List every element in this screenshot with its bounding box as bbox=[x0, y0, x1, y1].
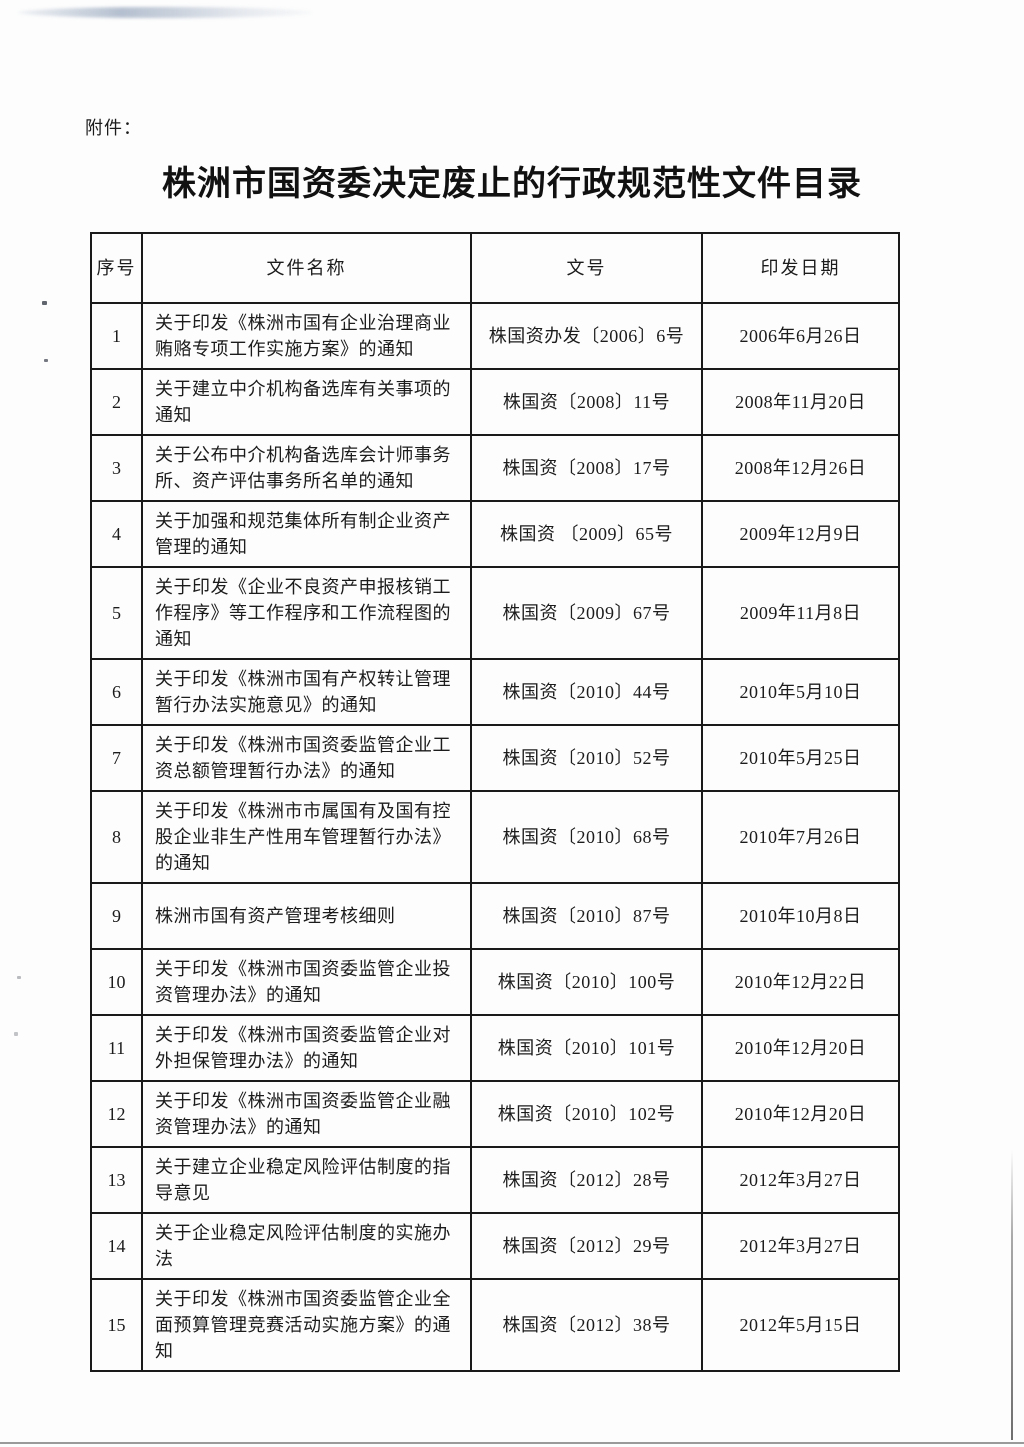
document-name-cell: 关于印发《株洲市市属国有及国有控股企业非生产性用车管理暂行办法》的通知 bbox=[141, 790, 472, 884]
issue-date-cell: 2010年7月26日 bbox=[701, 790, 900, 884]
row-number-cell: 13 bbox=[90, 1146, 143, 1214]
row-number-cell: 3 bbox=[90, 434, 143, 502]
column-header-doc-no: 文号 bbox=[470, 232, 703, 304]
table-row: 10 关于印发《株洲市国资委监管企业投资管理办法》的通知 株国资〔2010〕100号… bbox=[90, 948, 900, 1016]
document-number-cell: 株国资〔2010〕68号 bbox=[470, 790, 703, 884]
row-number-cell: 11 bbox=[90, 1014, 143, 1082]
table-header-row: 序号 文件名称 文号 印发日期 bbox=[90, 232, 900, 304]
table-row: 6 关于印发《株洲市国有产权转让管理暂行办法实施意见》的通知 株国资〔2010〕44… bbox=[90, 658, 900, 726]
scan-speck-artifact bbox=[44, 359, 48, 362]
document-number-cell: 株国资〔2010〕102号 bbox=[470, 1080, 703, 1148]
table-row: 3 关于公布中介机构备选库会计师事务所、资产评估事务所名单的通知 株国资〔2008〕… bbox=[90, 434, 900, 502]
issue-date-cell: 2008年11月20日 bbox=[701, 368, 900, 436]
row-number-cell: 10 bbox=[90, 948, 143, 1016]
document-name-cell: 关于印发《株洲市国有产权转让管理暂行办法实施意见》的通知 bbox=[141, 658, 472, 726]
document-number-cell: 株国资〔2008〕11号 bbox=[470, 368, 703, 436]
table-row: 5 关于印发《企业不良资产申报核销工作程序》等工作程序和工作流程图的通知 株国资〔2… bbox=[90, 566, 900, 660]
document-name-cell: 关于印发《株洲市国资委监管企业全面预算管理竞赛活动实施方案》的通知 bbox=[141, 1278, 472, 1372]
issue-date-cell: 2006年6月26日 bbox=[701, 302, 900, 370]
column-header-date: 印发日期 bbox=[701, 232, 900, 304]
page-title: 株洲市国资委决定废止的行政规范性文件目录 bbox=[162, 165, 862, 203]
table-row: 7 关于印发《株洲市国资委监管企业工资总额管理暂行办法》的通知 株国资〔2010〕5… bbox=[90, 724, 900, 792]
table-row: 9 株洲市国有资产管理考核细则 株国资〔2010〕87号 2010年10月8日 bbox=[90, 882, 900, 950]
document-number-cell: 株国资〔2012〕28号 bbox=[470, 1146, 703, 1214]
issue-date-cell: 2010年12月20日 bbox=[701, 1080, 900, 1148]
document-name-cell: 关于公布中介机构备选库会计师事务所、资产评估事务所名单的通知 bbox=[141, 434, 472, 502]
document-number-cell: 株国资〔2010〕87号 bbox=[470, 882, 703, 950]
scan-edge-line-right bbox=[1011, 1150, 1013, 1440]
document-name-cell: 关于建立中介机构备选库有关事项的通知 bbox=[141, 368, 472, 436]
row-number-cell: 15 bbox=[90, 1278, 143, 1372]
document-number-cell: 株国资办发〔2006〕6号 bbox=[470, 302, 703, 370]
document-name-cell: 关于印发《株洲市国资委监管企业投资管理办法》的通知 bbox=[141, 948, 472, 1016]
document-name-cell: 关于建立企业稳定风险评估制度的指导意见 bbox=[141, 1146, 472, 1214]
table-row: 4 关于加强和规范集体所有制企业资产管理的通知 株国资 〔2009〕65号 2009年… bbox=[90, 500, 900, 568]
document-number-cell: 株国资〔2010〕101号 bbox=[470, 1014, 703, 1082]
column-header-name: 文件名称 bbox=[141, 232, 472, 304]
issue-date-cell: 2010年12月22日 bbox=[701, 948, 900, 1016]
scan-smudge-artifact bbox=[18, 7, 313, 18]
row-number-cell: 1 bbox=[90, 302, 143, 370]
row-number-cell: 2 bbox=[90, 368, 143, 436]
scan-speck-artifact bbox=[42, 301, 47, 305]
issue-date-cell: 2010年10月8日 bbox=[701, 882, 900, 950]
issue-date-cell: 2008年12月26日 bbox=[701, 434, 900, 502]
document-number-cell: 株国资〔2009〕67号 bbox=[470, 566, 703, 660]
abolished-documents-table: 序号 文件名称 文号 印发日期 1 关于印发《株洲市国有企业治理商业贿赂专项工作实… bbox=[90, 232, 900, 1372]
table-row: 1 关于印发《株洲市国有企业治理商业贿赂专项工作实施方案》的通知 株国资办发〔200… bbox=[90, 302, 900, 370]
document-number-cell: 株国资〔2012〕38号 bbox=[470, 1278, 703, 1372]
issue-date-cell: 2010年5月10日 bbox=[701, 658, 900, 726]
table-row: 12 关于印发《株洲市国资委监管企业融资管理办法》的通知 株国资〔2010〕102号… bbox=[90, 1080, 900, 1148]
issue-date-cell: 2009年11月8日 bbox=[701, 566, 900, 660]
row-number-cell: 9 bbox=[90, 882, 143, 950]
document-number-cell: 株国资〔2012〕29号 bbox=[470, 1212, 703, 1280]
row-number-cell: 4 bbox=[90, 500, 143, 568]
column-header-no: 序号 bbox=[90, 232, 143, 304]
issue-date-cell: 2009年12月9日 bbox=[701, 500, 900, 568]
row-number-cell: 7 bbox=[90, 724, 143, 792]
document-name-cell: 关于加强和规范集体所有制企业资产管理的通知 bbox=[141, 500, 472, 568]
document-number-cell: 株国资〔2010〕52号 bbox=[470, 724, 703, 792]
issue-date-cell: 2012年5月15日 bbox=[701, 1278, 900, 1372]
document-name-cell: 株洲市国有资产管理考核细则 bbox=[141, 882, 472, 950]
scan-speck-artifact bbox=[17, 976, 21, 979]
document-name-cell: 关于印发《株洲市国资委监管企业对外担保管理办法》的通知 bbox=[141, 1014, 472, 1082]
row-number-cell: 8 bbox=[90, 790, 143, 884]
document-name-cell: 关于印发《株洲市国资委监管企业融资管理办法》的通知 bbox=[141, 1080, 472, 1148]
table-row: 14 关于企业稳定风险评估制度的实施办法 株国资〔2012〕29号 2012年3月27… bbox=[90, 1212, 900, 1280]
document-name-cell: 关于印发《企业不良资产申报核销工作程序》等工作程序和工作流程图的通知 bbox=[141, 566, 472, 660]
scan-speck-artifact bbox=[14, 1032, 18, 1036]
table-row: 2 关于建立中介机构备选库有关事项的通知 株国资〔2008〕11号 2008年11月2… bbox=[90, 368, 900, 436]
issue-date-cell: 2012年3月27日 bbox=[701, 1212, 900, 1280]
issue-date-cell: 2010年12月20日 bbox=[701, 1014, 900, 1082]
row-number-cell: 6 bbox=[90, 658, 143, 726]
issue-date-cell: 2012年3月27日 bbox=[701, 1146, 900, 1214]
issue-date-cell: 2010年5月25日 bbox=[701, 724, 900, 792]
document-name-cell: 关于印发《株洲市国资委监管企业工资总额管理暂行办法》的通知 bbox=[141, 724, 472, 792]
row-number-cell: 12 bbox=[90, 1080, 143, 1148]
document-number-cell: 株国资 〔2009〕65号 bbox=[470, 500, 703, 568]
scan-edge-line-bottom bbox=[0, 1442, 1024, 1444]
document-name-cell: 关于企业稳定风险评估制度的实施办法 bbox=[141, 1212, 472, 1280]
row-number-cell: 14 bbox=[90, 1212, 143, 1280]
table-row: 15 关于印发《株洲市国资委监管企业全面预算管理竞赛活动实施方案》的通知 株国资〔2… bbox=[90, 1278, 900, 1372]
table-body: 1 关于印发《株洲市国有企业治理商业贿赂专项工作实施方案》的通知 株国资办发〔200… bbox=[90, 302, 900, 1372]
table-row: 13 关于建立企业稳定风险评估制度的指导意见 株国资〔2012〕28号 2012年3月… bbox=[90, 1146, 900, 1214]
document-number-cell: 株国资〔2008〕17号 bbox=[470, 434, 703, 502]
document-name-cell: 关于印发《株洲市国有企业治理商业贿赂专项工作实施方案》的通知 bbox=[141, 302, 472, 370]
table-row: 11 关于印发《株洲市国资委监管企业对外担保管理办法》的通知 株国资〔2010〕10… bbox=[90, 1014, 900, 1082]
document-number-cell: 株国资〔2010〕44号 bbox=[470, 658, 703, 726]
document-number-cell: 株国资〔2010〕100号 bbox=[470, 948, 703, 1016]
row-number-cell: 5 bbox=[90, 566, 143, 660]
table-row: 8 关于印发《株洲市市属国有及国有控股企业非生产性用车管理暂行办法》的通知 株国资〔… bbox=[90, 790, 900, 884]
attachment-label: 附件： bbox=[85, 118, 142, 138]
